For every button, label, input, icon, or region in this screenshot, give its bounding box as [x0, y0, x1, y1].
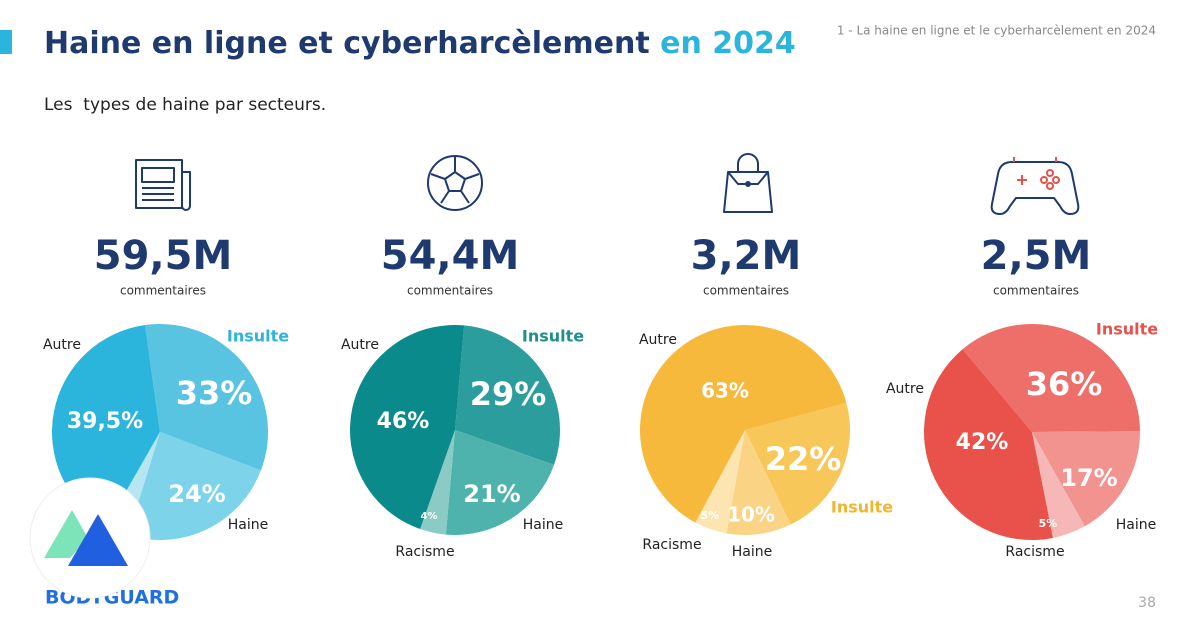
pie-slice — [445, 430, 555, 536]
chart-subtitle: commentaires — [993, 284, 1079, 298]
value-label: 5% — [1039, 517, 1058, 530]
value-label: 33% — [176, 374, 253, 412]
pie-slice — [695, 430, 745, 534]
title-main: Haine en ligne et cyberharcèlement — [44, 26, 650, 61]
category-label: Racisme — [395, 544, 454, 560]
category-label: Autre — [341, 337, 379, 353]
category-label: Autre — [886, 381, 924, 397]
category-label: Haine — [732, 544, 772, 560]
value-label: 63% — [701, 379, 749, 403]
breadcrumb: 1 - La haine en ligne et le cyberharcèle… — [837, 24, 1156, 38]
bag-icon — [723, 153, 773, 213]
chart-title: 2,5M — [981, 233, 1092, 279]
value-label: 29% — [470, 375, 547, 413]
accent-bar — [0, 30, 12, 54]
pie-slice — [923, 349, 1053, 541]
subtitle: Les types de haine par secteurs. — [44, 95, 326, 115]
title: Haine en ligne et cyberharcèlement en 20… — [44, 26, 796, 61]
category-label: Haine — [523, 517, 563, 533]
category-label: Insulte — [1096, 320, 1158, 339]
logo-blue — [68, 514, 128, 566]
value-label: 24% — [168, 480, 225, 508]
pie-slice — [640, 325, 847, 523]
football-icon — [427, 155, 483, 211]
chart-subtitle: commentaires — [703, 284, 789, 298]
icons — [135, 153, 1080, 215]
chart-title: 3,2M — [691, 233, 802, 279]
pie-slice — [144, 324, 269, 471]
pie-slice — [349, 325, 465, 530]
category-label: Insulte — [522, 327, 584, 346]
pie-slice — [455, 325, 560, 465]
category-label: Insulte — [831, 498, 893, 517]
logo-green — [44, 510, 88, 558]
category-label: Haine — [1116, 517, 1156, 533]
pie-slice — [128, 432, 261, 540]
value-label: 17% — [1060, 464, 1117, 492]
value-label: 4% — [421, 511, 438, 522]
category-label: Haine — [228, 517, 268, 533]
value-label: 39,5% — [67, 409, 143, 434]
value-label: 10% — [727, 503, 775, 527]
category-label: Autre — [639, 332, 677, 348]
value-label: 36% — [1026, 365, 1103, 403]
chart-subtitle: commentaires — [407, 284, 493, 298]
value-label: 46% — [377, 409, 430, 434]
value-label: 21% — [463, 480, 520, 508]
chart-title: 59,5M — [94, 233, 233, 279]
category-label: Insulte — [227, 327, 289, 346]
chart-subtitle: commentaires — [120, 284, 206, 298]
value-label: 22% — [765, 440, 842, 478]
pie-slice — [51, 325, 160, 526]
gamepad-icon — [990, 157, 1080, 215]
pie-slice — [962, 324, 1140, 432]
category-label: Racisme — [1005, 544, 1064, 560]
pie-slice — [420, 430, 455, 535]
pie-slice — [1032, 431, 1140, 527]
title-highlight: en 2024 — [660, 26, 796, 61]
pie-slice — [726, 430, 791, 535]
pie-slice — [745, 402, 851, 525]
newspaper-icon — [135, 159, 191, 211]
chart-title: 54,4M — [381, 233, 520, 279]
charts: 59,5Mcommentaires33%Insulte24%Haine39,5%… — [43, 233, 1158, 560]
category-label: Autre — [43, 337, 81, 353]
category-label: Racisme — [642, 537, 701, 553]
pie-slice — [1032, 432, 1085, 538]
value-label: 42% — [956, 430, 1009, 455]
page-number: 38 — [1138, 595, 1156, 611]
value-label: 5% — [701, 509, 720, 522]
